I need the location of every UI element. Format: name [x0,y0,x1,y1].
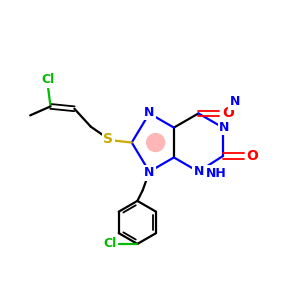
Circle shape [147,134,165,152]
Text: O: O [222,106,234,120]
Text: N: N [230,95,240,108]
Text: N: N [144,106,154,119]
Text: S: S [103,132,113,146]
Text: N: N [194,165,204,178]
Text: O: O [246,149,258,163]
Text: NH: NH [206,167,227,180]
Text: N: N [143,166,154,179]
Text: N: N [219,121,230,134]
Text: Cl: Cl [103,237,116,250]
Text: Cl: Cl [41,73,55,86]
